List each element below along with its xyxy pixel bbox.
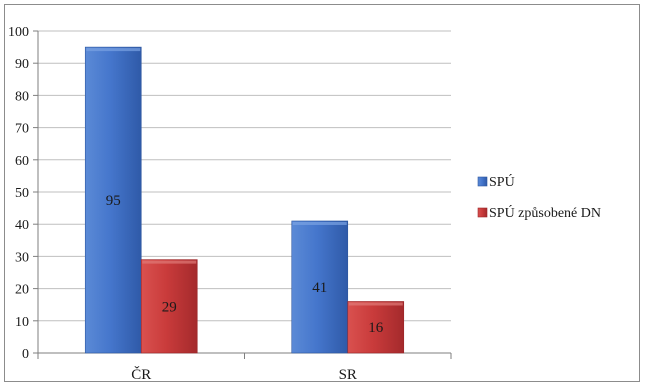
y-tick-label: 40 — [15, 218, 29, 233]
bar-top-highlight — [142, 260, 197, 264]
data-labels: 95 29 41 16 — [106, 193, 384, 336]
y-tick-label: 80 — [15, 89, 29, 104]
bar-spu-dn-0 — [140, 259, 198, 354]
data-label: 16 — [368, 320, 384, 336]
bar-spu-1 — [291, 220, 349, 354]
legend-label: SPÚ — [489, 173, 515, 190]
x-category-label: ČR — [131, 366, 151, 383]
bar-top-highlight — [348, 302, 403, 306]
bars — [84, 46, 405, 354]
y-axis-ticks: 0 10 20 30 40 50 60 70 80 90 100 — [8, 25, 29, 362]
y-tick-label: 90 — [15, 57, 29, 72]
y-tick-label: 70 — [15, 122, 29, 137]
x-category-label: SR — [339, 367, 357, 383]
bar-spu-0 — [84, 46, 142, 354]
x-axis-categories: ČR SR — [131, 366, 357, 383]
y-tick-label: 10 — [15, 315, 29, 330]
legend: SPÚ SPÚ způsobené DN — [477, 173, 601, 221]
y-tick-label: 50 — [15, 186, 29, 201]
bar-spu-dn-1 — [347, 301, 405, 354]
legend-swatch — [477, 176, 488, 187]
data-label: 95 — [106, 193, 121, 209]
y-tick-label: 20 — [15, 283, 29, 298]
legend-swatch — [477, 207, 488, 218]
y-tick-label: 100 — [8, 25, 29, 40]
legend-label: SPÚ způsobené DN — [489, 204, 601, 221]
y-tick-label: 0 — [22, 347, 29, 362]
bar-top-highlight — [86, 48, 141, 52]
y-tick-label: 60 — [15, 154, 29, 169]
y-tick-label: 30 — [15, 250, 29, 265]
bar-top-highlight — [292, 221, 347, 225]
data-label: 29 — [162, 299, 177, 315]
data-label: 41 — [312, 280, 327, 296]
